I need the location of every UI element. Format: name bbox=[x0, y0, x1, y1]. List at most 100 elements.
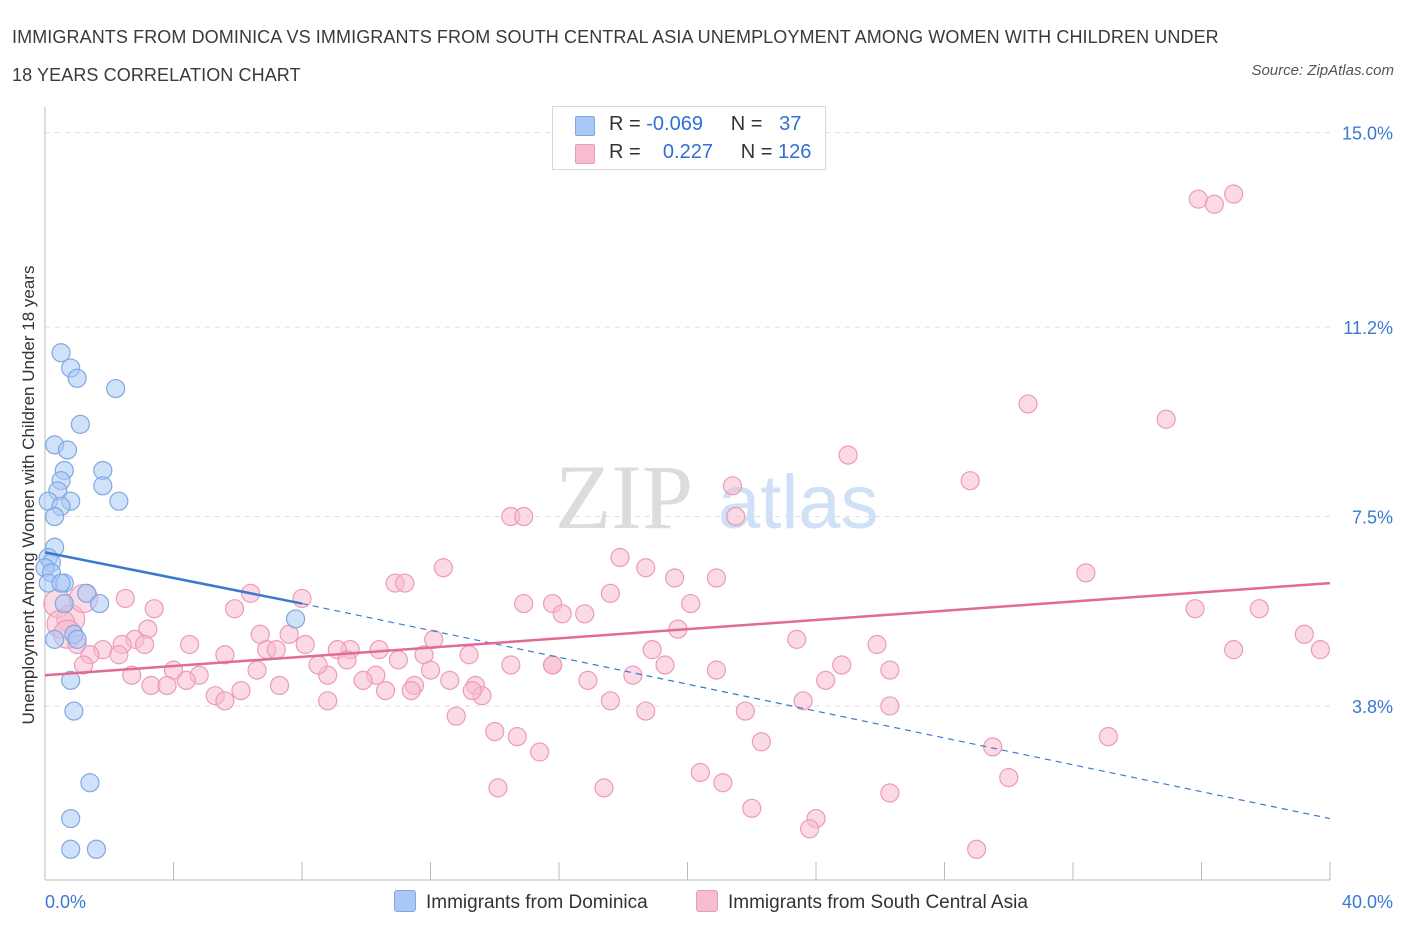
point-south-central-asia bbox=[337, 650, 357, 670]
point-south-central-asia bbox=[176, 670, 196, 690]
point-dominica bbox=[77, 583, 97, 603]
legend-r-value: -0.069 bbox=[646, 113, 703, 135]
point-south-central-asia bbox=[401, 680, 421, 701]
point-south-central-asia bbox=[1224, 184, 1244, 204]
point-south-central-asia bbox=[960, 471, 980, 491]
point-south-central-asia bbox=[353, 670, 373, 690]
bottom-legend-label-dominica: Immigrants from Dominica bbox=[426, 892, 648, 913]
point-south-central-asia bbox=[610, 547, 630, 568]
point-south-central-asia bbox=[983, 737, 1003, 757]
point-south-central-asia bbox=[388, 650, 408, 670]
point-south-central-asia bbox=[308, 655, 328, 675]
tick-labels: 15.0% 11.2% 7.5% 3.8% 0.0% 40.0% bbox=[45, 124, 1393, 912]
chart-source: Source: ZipAtlas.com bbox=[1251, 62, 1394, 79]
point-south-central-asia bbox=[530, 742, 550, 762]
watermark-zip: ZIP bbox=[555, 446, 693, 548]
point-dominica bbox=[51, 343, 71, 363]
point-south-central-asia bbox=[1098, 727, 1118, 747]
point-south-central-asia bbox=[1076, 563, 1096, 583]
point-south-central-asia bbox=[462, 680, 482, 701]
x-tick-label: 0.0% bbox=[45, 892, 86, 912]
point-south-central-asia bbox=[224, 599, 245, 619]
point-south-central-asia bbox=[433, 558, 453, 578]
point-south-central-asia bbox=[269, 675, 290, 696]
point-south-central-asia bbox=[967, 839, 987, 859]
point-dominica bbox=[45, 629, 65, 649]
bottom-legend-swatch-blue bbox=[394, 890, 416, 912]
watermark-atlas: atlas bbox=[718, 460, 879, 545]
point-south-central-asia bbox=[501, 655, 521, 675]
legend-n-label: N = bbox=[730, 113, 763, 135]
legend-r-label: R = bbox=[609, 113, 641, 135]
y-tick-label: 15.0% bbox=[1342, 124, 1393, 144]
y-tick-label: 3.8% bbox=[1352, 697, 1393, 717]
point-south-central-asia bbox=[485, 721, 505, 742]
point-south-central-asia bbox=[215, 691, 235, 711]
point-south-central-asia bbox=[880, 783, 900, 803]
point-south-central-asia bbox=[1249, 599, 1269, 619]
point-south-central-asia bbox=[706, 568, 727, 588]
point-south-central-asia bbox=[713, 773, 733, 793]
point-south-central-asia bbox=[742, 798, 762, 818]
legend-n-label: N = bbox=[740, 141, 773, 163]
bottom-legend-label-south-central-asia: Immigrants from South Central Asia bbox=[728, 892, 1028, 913]
point-south-central-asia bbox=[816, 670, 836, 690]
point-south-central-asia bbox=[1185, 599, 1205, 619]
point-south-central-asia bbox=[722, 476, 743, 496]
point-south-central-asia bbox=[726, 506, 746, 527]
point-dominica bbox=[51, 573, 71, 593]
point-south-central-asia bbox=[514, 506, 534, 527]
point-south-central-asia bbox=[420, 660, 441, 680]
point-dominica bbox=[45, 506, 65, 527]
point-south-central-asia bbox=[115, 588, 135, 609]
point-south-central-asia bbox=[578, 670, 598, 690]
point-dominica bbox=[106, 378, 126, 399]
x-tick-label: 40.0% bbox=[1342, 892, 1393, 912]
point-south-central-asia bbox=[751, 732, 771, 752]
point-south-central-asia bbox=[231, 680, 251, 701]
correlation-legend: R = -0.069 N = 37 R = 0.227 N = 126 bbox=[552, 106, 826, 170]
point-south-central-asia bbox=[141, 675, 161, 696]
point-south-central-asia bbox=[144, 599, 164, 619]
point-south-central-asia bbox=[215, 645, 235, 665]
trend-south-central-asia bbox=[44, 581, 1331, 677]
legend-r-label: R = bbox=[609, 141, 641, 163]
point-dominica bbox=[57, 440, 78, 460]
point-south-central-asia bbox=[838, 445, 858, 465]
point-south-central-asia bbox=[552, 604, 572, 624]
point-south-central-asia bbox=[600, 583, 621, 603]
point-dominica bbox=[80, 773, 100, 793]
point-south-central-asia bbox=[440, 670, 460, 690]
point-south-central-asia bbox=[459, 645, 479, 665]
y-tick-label: 7.5% bbox=[1352, 508, 1393, 528]
point-dominica bbox=[285, 609, 306, 629]
point-south-central-asia bbox=[488, 778, 508, 798]
point-south-central-asia bbox=[318, 691, 338, 711]
point-south-central-asia bbox=[1188, 189, 1208, 209]
point-dominica bbox=[67, 629, 87, 649]
point-south-central-asia bbox=[735, 701, 755, 721]
bottom-legend-dominica: Immigrants from Dominica bbox=[394, 890, 648, 914]
point-south-central-asia bbox=[636, 701, 656, 721]
point-south-central-asia bbox=[73, 655, 94, 675]
point-south-central-asia bbox=[793, 691, 813, 711]
point-south-central-asia bbox=[600, 691, 621, 711]
point-south-central-asia bbox=[295, 634, 315, 655]
point-south-central-asia bbox=[636, 558, 656, 578]
legend-n-value: 126 bbox=[778, 141, 812, 163]
point-south-central-asia bbox=[266, 640, 286, 660]
point-south-central-asia bbox=[880, 660, 900, 680]
point-south-central-asia bbox=[542, 655, 563, 675]
point-south-central-asia bbox=[375, 680, 396, 701]
point-south-central-asia bbox=[122, 665, 142, 685]
point-south-central-asia bbox=[690, 762, 710, 783]
point-dominica bbox=[61, 839, 81, 859]
y-tick-label: 11.2% bbox=[1343, 318, 1393, 338]
point-south-central-asia bbox=[395, 573, 415, 593]
point-south-central-asia bbox=[665, 568, 685, 588]
point-dominica bbox=[70, 414, 90, 434]
point-south-central-asia bbox=[157, 675, 177, 696]
point-dominica bbox=[67, 368, 87, 388]
bottom-legend-swatch-pink bbox=[696, 890, 718, 912]
